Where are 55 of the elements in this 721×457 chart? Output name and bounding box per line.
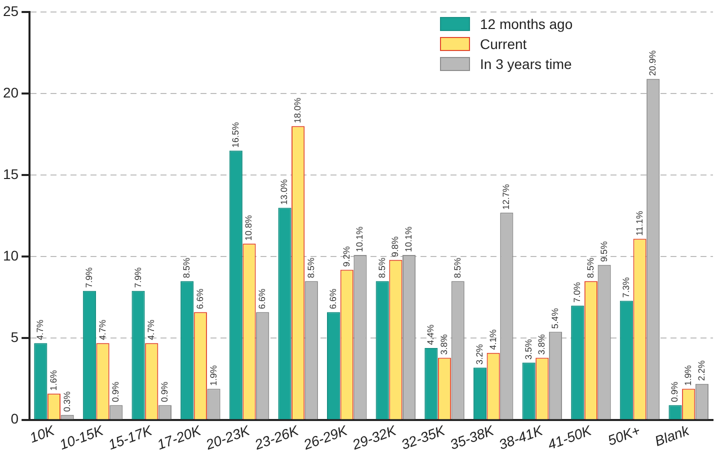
data-label: 3.8% [438,334,449,355]
legend-label: Current [480,36,527,52]
data-label: 4.4% [426,324,436,346]
data-label: 9.5% [598,241,609,262]
data-label: 5.4% [550,308,560,329]
data-label: 8.5% [452,258,462,278]
data-label: 4.7% [35,320,46,340]
y-tick-label: 15 [2,166,19,182]
data-label: 8.5% [306,258,316,278]
data-label: 0.3% [62,391,72,412]
y-tick-label: 10 [2,248,19,264]
data-label: 18.0% [292,98,303,124]
y-tick-label: 20 [2,84,19,100]
data-label: 8.5% [585,258,596,278]
data-label: 10.1% [354,226,365,252]
data-label: 11.1% [634,210,644,236]
data-label: 9.8% [390,236,400,257]
data-label: 7.9% [84,267,94,288]
data-label: 7.9% [132,267,143,288]
y-tick-label: 5 [10,329,19,346]
y-tick-label: 0 [10,410,19,427]
data-label: 6.6% [257,288,268,310]
data-label: 6.6% [194,288,205,310]
data-label: 1.9% [683,365,694,386]
data-label: 8.5% [182,258,192,278]
data-label: 7.3% [620,277,631,298]
x-tick-label: 50K+ [606,422,642,448]
x-tick-label: 41-50K [545,422,594,453]
data-label: 9.2% [341,246,352,267]
data-label: 0.9% [110,382,121,402]
data-label: 2.2% [696,360,706,381]
data-label: 3.2% [474,344,484,365]
data-label: 7.0% [572,282,582,303]
data-label: 6.6% [328,288,338,310]
data-label: 4.7% [146,320,156,340]
data-label: 1.9% [208,365,218,386]
data-label: 3.5% [523,339,534,360]
data-label: 0.9% [670,382,680,402]
data-label: 10.8% [244,215,254,241]
data-label: 4.7% [97,320,108,340]
legend-label: In 3 years time [480,56,572,72]
data-label: 4.1% [488,329,498,350]
data-label: 10.1% [404,226,414,252]
data-label: 1.6% [48,370,58,391]
data-label: 16.5% [230,122,240,148]
legend-label: 12 months ago [480,16,573,32]
data-label: 12.7% [501,184,512,210]
data-label: 8.5% [376,258,387,278]
x-tick-label: Blank [652,422,692,450]
data-label: 0.9% [159,382,170,402]
x-tick-label: 10K [27,422,57,446]
data-label: 3.8% [536,334,547,355]
data-label: 20.9% [648,50,658,76]
y-tick-label: 25 [2,2,19,19]
data-label: 13.0% [279,179,290,205]
